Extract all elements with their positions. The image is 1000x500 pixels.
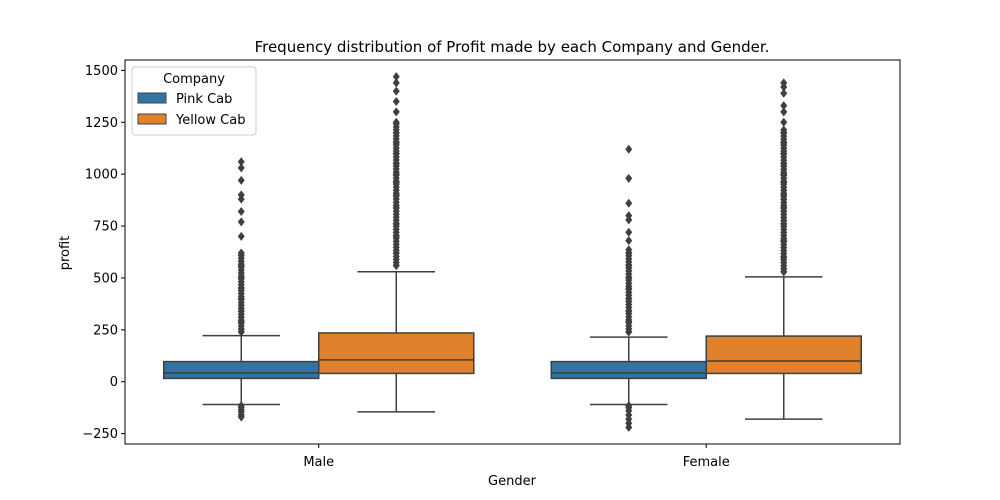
outlier-point (780, 219, 788, 229)
box-iqr (163, 360, 320, 380)
outlier-point (625, 144, 633, 154)
legend-label: Pink Cab (176, 92, 232, 107)
outlier-point (237, 231, 245, 241)
outlier-point (392, 159, 400, 169)
outlier-point (780, 88, 788, 98)
outlier-point (237, 163, 245, 173)
outlier-point (237, 175, 245, 185)
outlier-point (237, 327, 245, 337)
outlier-point (237, 248, 245, 258)
outlier-point (392, 169, 400, 179)
outlier-point (625, 198, 633, 208)
outlier-point (237, 306, 245, 316)
y-tick-label: 250 (93, 323, 118, 338)
outlier-point (780, 236, 788, 246)
x-tick-label: Female (683, 455, 730, 470)
outlier-point (780, 202, 788, 212)
outlier-point (392, 107, 400, 117)
outlier-point (625, 173, 633, 183)
y-tick-label: 500 (93, 271, 118, 286)
box-iqr (705, 335, 862, 375)
outlier-point (392, 260, 400, 270)
outlier-point (392, 128, 400, 138)
outlier-point (780, 267, 788, 277)
outlier-point (780, 128, 788, 138)
box-pink-cab-female (550, 144, 707, 432)
plot-area (163, 72, 862, 432)
outlier-point (780, 252, 788, 262)
outlier-point (625, 422, 633, 432)
box-yellow-cab-male (318, 72, 475, 413)
outlier-point (392, 117, 400, 127)
y-tick-label: 1250 (85, 116, 118, 131)
outlier-point (625, 211, 633, 221)
outlier-point (625, 317, 633, 327)
outlier-point (392, 148, 400, 158)
outlier-point (237, 273, 245, 283)
outlier-point (237, 294, 245, 304)
x-axis: Male Female (303, 444, 730, 470)
outlier-point (625, 227, 633, 237)
outlier-point (392, 177, 400, 187)
outlier-point (625, 273, 633, 283)
box-iqr (318, 332, 475, 375)
legend-swatch (137, 113, 167, 125)
plot-frame (124, 59, 901, 445)
outlier-point (237, 217, 245, 227)
outlier-point (625, 306, 633, 316)
outlier-point (780, 78, 788, 88)
outlier-point (392, 97, 400, 107)
outlier-point (780, 190, 788, 200)
outlier-point (392, 86, 400, 96)
legend: Company Pink Cab Yellow Cab (131, 66, 257, 136)
outlier-point (780, 117, 788, 127)
legend-label: Yellow Cab (175, 113, 245, 128)
outlier-point (237, 412, 245, 422)
outlier-point (392, 72, 400, 82)
box-pink-cab-male (163, 157, 320, 422)
outlier-point (780, 159, 788, 169)
y-tick-label: 1000 (85, 168, 118, 183)
outlier-point (780, 107, 788, 117)
y-axis-label: profit (58, 236, 73, 271)
outlier-point (237, 157, 245, 167)
x-tick-label: Male (303, 455, 334, 470)
outlier-point (625, 327, 633, 337)
chart-title: Frequency distribution of Profit made by… (255, 38, 770, 56)
outlier-point (625, 260, 633, 270)
outlier-point (392, 202, 400, 212)
outlier-point (780, 177, 788, 187)
outlier-point (237, 207, 245, 217)
outlier-point (625, 248, 633, 258)
y-tick-label: 750 (93, 220, 118, 235)
outlier-point (237, 190, 245, 200)
y-tick-label: 0 (110, 375, 118, 390)
outlier-point (392, 138, 400, 148)
outlier-point (625, 236, 633, 246)
outlier-point (625, 283, 633, 293)
outlier-point (392, 78, 400, 88)
outlier-point (237, 317, 245, 327)
legend-title: Company (163, 72, 225, 87)
outlier-point (780, 101, 788, 111)
y-axis: −250 0 250 500 750 1000 1250 1500 (82, 64, 125, 442)
box-yellow-cab-female (705, 78, 862, 420)
box-iqr (550, 360, 707, 380)
y-tick-label: 1500 (85, 64, 118, 79)
outlier-point (392, 219, 400, 229)
x-axis-label: Gender (488, 474, 537, 489)
outlier-point (780, 148, 788, 158)
outlier-point (780, 169, 788, 179)
outlier-point (392, 231, 400, 241)
y-tick-label: −250 (82, 427, 118, 442)
outlier-point (392, 190, 400, 200)
outlier-point (625, 294, 633, 304)
outlier-point (392, 248, 400, 258)
outlier-point (780, 138, 788, 148)
legend-swatch (137, 92, 167, 104)
outlier-point (237, 260, 245, 270)
outlier-point (237, 283, 245, 293)
